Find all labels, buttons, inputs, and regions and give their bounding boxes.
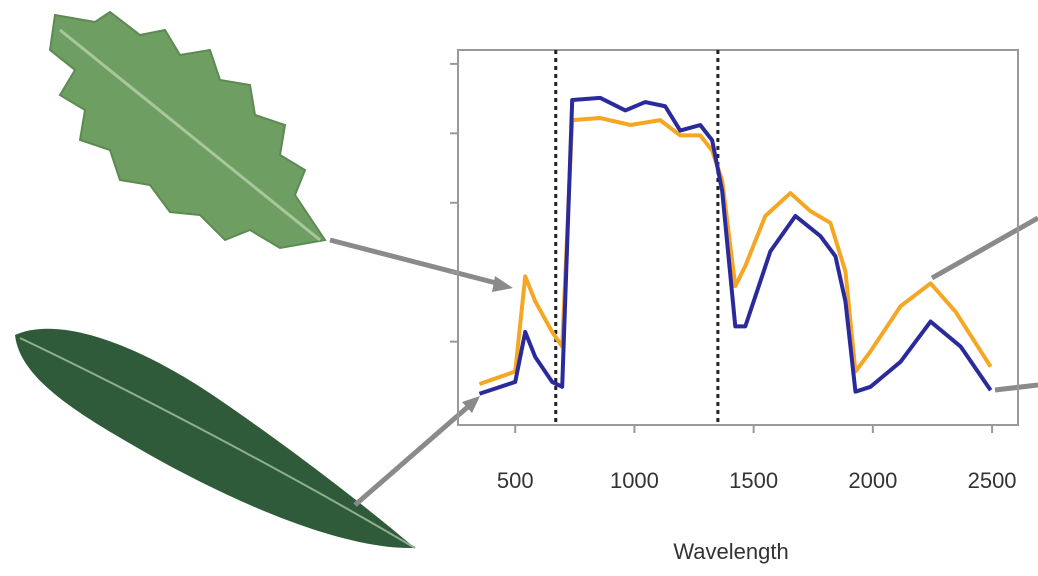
- x-tick-label: 2500: [968, 468, 1017, 493]
- x-tick-label: 500: [497, 468, 534, 493]
- x-tick-label: 2000: [848, 468, 897, 493]
- x-tick-label: 1500: [729, 468, 778, 493]
- series-line: [478, 95, 993, 396]
- olive-leaf: [15, 328, 416, 549]
- plot-frame: [457, 49, 1019, 426]
- x-tick-label: 1000: [610, 468, 659, 493]
- x-axis-label: Wavelength: [673, 539, 788, 564]
- arrows: [329, 215, 1038, 507]
- oak-leaf: [48, 10, 327, 250]
- series-line: [478, 116, 993, 386]
